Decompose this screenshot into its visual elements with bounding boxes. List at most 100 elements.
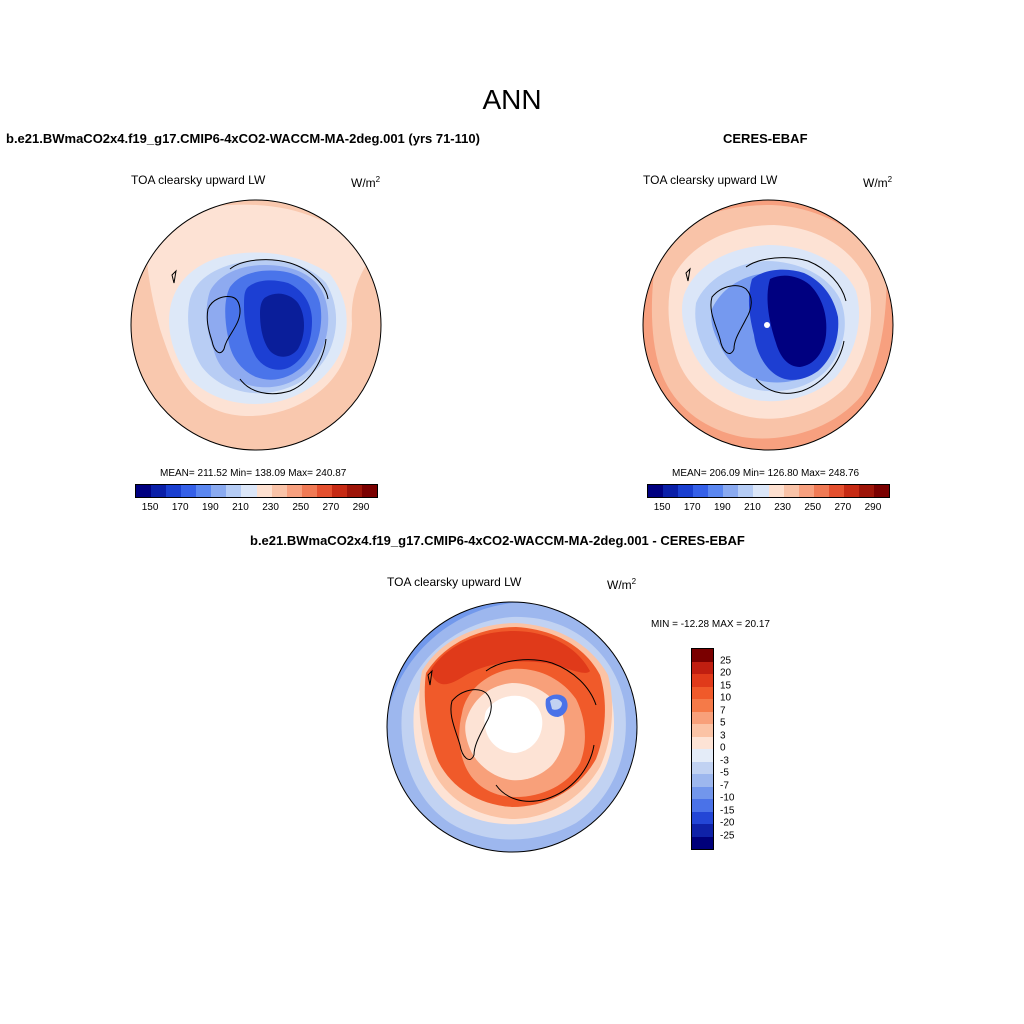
colorbar-swatch xyxy=(783,485,799,497)
colorbar-swatch xyxy=(346,485,362,497)
diff-polar-map xyxy=(386,601,638,853)
model-stats: MEAN= 211.52 Min= 138.09 Max= 240.87 xyxy=(160,468,347,479)
colorbar-swatch xyxy=(692,836,713,849)
colorbar-tick-label: -20 xyxy=(720,817,735,829)
obs-colorbar-labels: 150 170 190 210 230 250 270 290 xyxy=(647,502,888,514)
model-panel-title: b.e21.BWmaCO2x4.f19_g17.CMIP6-4xCO2-WACC… xyxy=(6,131,480,146)
colorbar-tick-label: 190 xyxy=(201,502,219,513)
colorbar-swatch xyxy=(226,485,242,497)
colorbar-swatch xyxy=(241,485,257,497)
colorbar-tick-label: 170 xyxy=(683,502,701,513)
colorbar-tick-label: 3 xyxy=(720,730,726,741)
colorbar-tick-label: -15 xyxy=(720,805,735,816)
colorbar-tick-label: 5 xyxy=(720,717,726,729)
colorbar-swatch xyxy=(136,485,152,497)
colorbar-swatch xyxy=(768,485,784,497)
colorbar-tick-label: -3 xyxy=(720,755,729,766)
colorbar-swatch xyxy=(271,485,287,497)
model-polar-map xyxy=(130,199,382,451)
colorbar-swatch xyxy=(692,724,713,737)
colorbar-tick-label: 25 xyxy=(720,655,732,666)
colorbar-swatch xyxy=(678,485,694,497)
colorbar-tick-label: -25 xyxy=(720,830,735,841)
colorbar-swatch xyxy=(798,485,814,497)
colorbar-swatch xyxy=(858,485,874,497)
colorbar-swatch xyxy=(693,485,709,497)
diff-colorbar xyxy=(691,648,714,850)
colorbar-swatch xyxy=(692,736,713,749)
colorbar-swatch xyxy=(843,485,859,497)
obs-colorbar xyxy=(647,484,890,498)
colorbar-tick-label: 270 xyxy=(322,502,340,513)
colorbar-swatch xyxy=(692,674,713,687)
colorbar-swatch xyxy=(301,485,317,497)
colorbar-tick-label: 230 xyxy=(262,502,279,513)
colorbar-swatch xyxy=(692,824,713,837)
colorbar-swatch xyxy=(692,774,713,787)
colorbar-tick-label: 150 xyxy=(653,502,671,513)
colorbar-tick-label: 150 xyxy=(141,502,159,513)
colorbar-swatch xyxy=(181,485,197,497)
colorbar-tick-label: 290 xyxy=(864,502,882,513)
colorbar-swatch xyxy=(692,749,713,762)
obs-polar-map xyxy=(642,199,894,451)
diff-colorbar-labels: 25 20 15 10 7 5 3 0 -3 -5 -7 -10 -15 -20 -25 xyxy=(720,648,760,848)
colorbar-tick-label: 270 xyxy=(834,502,852,513)
colorbar-swatch xyxy=(361,485,377,497)
colorbar-swatch xyxy=(692,686,713,699)
colorbar-swatch xyxy=(723,485,739,497)
colorbar-swatch xyxy=(166,485,182,497)
colorbar-tick-label: 250 xyxy=(292,502,310,513)
model-units-label: W/m2 xyxy=(351,175,381,190)
colorbar-swatch xyxy=(828,485,844,497)
colorbar-tick-label: 230 xyxy=(774,502,791,513)
colorbar-swatch xyxy=(692,711,713,724)
model-colorbar xyxy=(135,484,378,498)
obs-units-label: W/m2 xyxy=(863,175,893,190)
colorbar-tick-label: 20 xyxy=(720,667,732,679)
colorbar-tick-label: 290 xyxy=(352,502,370,513)
figure-title: ANN xyxy=(482,84,542,115)
colorbar-swatch xyxy=(692,649,713,662)
colorbar-swatch xyxy=(692,761,713,774)
colorbar-swatch xyxy=(196,485,212,497)
colorbar-swatch xyxy=(753,485,769,497)
colorbar-swatch xyxy=(738,485,754,497)
diff-stats: MIN = -12.28 MAX = 20.17 xyxy=(651,619,770,630)
colorbar-tick-label: 15 xyxy=(720,680,732,691)
colorbar-swatch xyxy=(211,485,227,497)
colorbar-tick-label: 210 xyxy=(744,502,761,513)
colorbar-swatch xyxy=(692,786,713,799)
colorbar-swatch xyxy=(663,485,679,497)
colorbar-tick-label: -7 xyxy=(720,780,729,791)
diff-units-label: W/m2 xyxy=(607,577,637,592)
colorbar-tick-label: 190 xyxy=(713,502,731,513)
colorbar-swatch xyxy=(813,485,829,497)
colorbar-tick-label: 10 xyxy=(720,692,732,704)
diff-panel-title: b.e21.BWmaCO2x4.f19_g17.CMIP6-4xCO2-WACC… xyxy=(250,533,745,548)
colorbar-tick-label: 170 xyxy=(171,502,189,513)
colorbar-tick-label: -10 xyxy=(720,792,735,804)
colorbar-tick-label: 250 xyxy=(804,502,822,513)
obs-panel-title: CERES-EBAF xyxy=(723,131,808,146)
obs-stats: MEAN= 206.09 Min= 126.80 Max= 248.76 xyxy=(672,468,860,479)
colorbar-swatch xyxy=(316,485,332,497)
colorbar-swatch xyxy=(331,485,347,497)
colorbar-tick-label: 210 xyxy=(232,502,249,513)
colorbar-swatch xyxy=(708,485,724,497)
colorbar-swatch xyxy=(286,485,302,497)
colorbar-swatch xyxy=(692,661,713,674)
colorbar-swatch xyxy=(692,699,713,712)
colorbar-tick-label: 7 xyxy=(720,705,726,716)
colorbar-tick-label: 0 xyxy=(720,742,726,754)
colorbar-swatch xyxy=(256,485,272,497)
model-colorbar-labels: 150 170 190 210 230 250 270 290 xyxy=(135,502,376,514)
colorbar-swatch xyxy=(692,811,713,824)
colorbar-tick-label: -5 xyxy=(720,767,729,779)
obs-variable-label: TOA clearsky upward LW xyxy=(643,173,778,187)
colorbar-swatch xyxy=(873,485,889,497)
diff-variable-label: TOA clearsky upward LW xyxy=(387,575,522,589)
colorbar-swatch xyxy=(151,485,167,497)
colorbar-swatch xyxy=(692,799,713,812)
colorbar-swatch xyxy=(648,485,664,497)
